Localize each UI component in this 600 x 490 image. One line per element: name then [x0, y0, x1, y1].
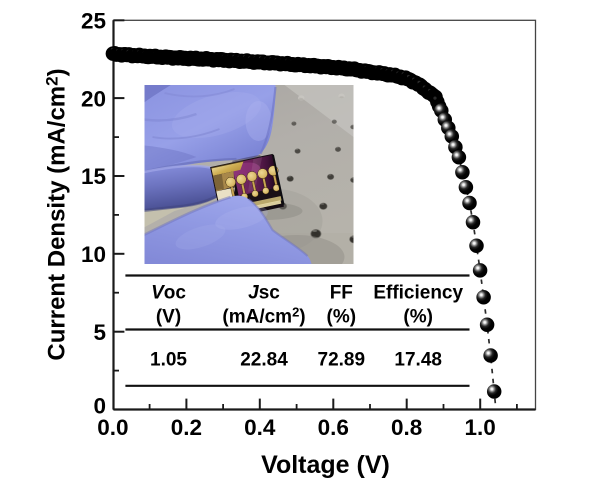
- svg-text:22.84: 22.84: [240, 350, 288, 371]
- svg-text:Voc: Voc: [151, 283, 186, 304]
- svg-text:1.0: 1.0: [465, 415, 496, 440]
- svg-text:5: 5: [93, 320, 106, 345]
- svg-text:72.89: 72.89: [318, 350, 366, 371]
- svg-text:Efficiency: Efficiency: [373, 283, 463, 304]
- svg-text:(V): (V): [156, 306, 181, 327]
- svg-text:17.48: 17.48: [394, 350, 442, 371]
- svg-text:0.6: 0.6: [318, 415, 349, 440]
- svg-text:(%): (%): [403, 306, 433, 327]
- svg-text:Current Density (mA/cm2): Current Density (mA/cm2): [43, 68, 71, 360]
- svg-text:25: 25: [81, 9, 106, 34]
- svg-text:0.2: 0.2: [171, 415, 202, 440]
- svg-text:FF: FF: [330, 283, 353, 304]
- svg-text:0.4: 0.4: [244, 415, 276, 440]
- svg-text:0.8: 0.8: [391, 415, 422, 440]
- svg-text:15: 15: [81, 164, 106, 189]
- svg-text:0: 0: [93, 394, 106, 419]
- svg-text:(mA/cm2): (mA/cm2): [222, 304, 305, 327]
- svg-text:0.0: 0.0: [97, 415, 128, 440]
- svg-text:1.05: 1.05: [150, 350, 187, 371]
- svg-text:10: 10: [81, 242, 106, 267]
- svg-text:Jsc: Jsc: [248, 283, 280, 304]
- svg-text:20: 20: [81, 86, 106, 111]
- svg-text:Voltage (V): Voltage (V): [261, 451, 390, 479]
- svg-text:(%): (%): [327, 306, 357, 327]
